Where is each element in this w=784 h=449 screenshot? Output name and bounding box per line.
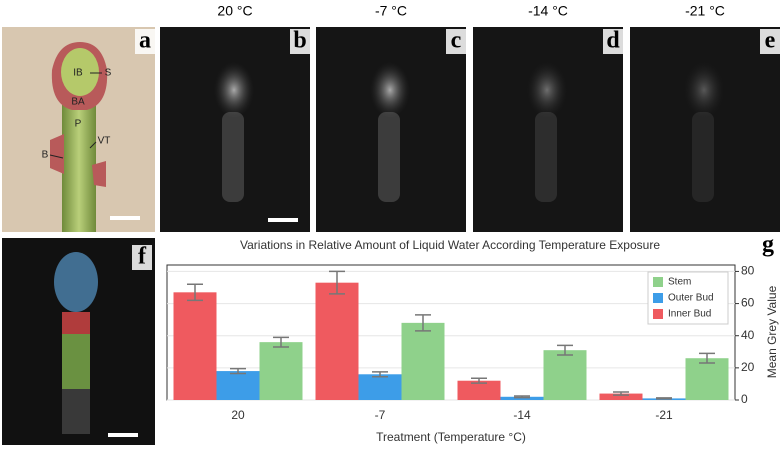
x-tick-label: -7	[375, 408, 386, 422]
x-axis-label: Treatment (Temperature °C)	[376, 430, 526, 444]
bar	[543, 350, 587, 400]
error-bar	[557, 344, 573, 356]
panel-letter: b	[293, 28, 306, 54]
panel-letter: d	[606, 28, 620, 54]
error-bar	[656, 397, 672, 400]
temperature-label: -7 °C	[375, 3, 407, 19]
chart-title: Variations in Relative Amount of Liquid …	[240, 238, 660, 252]
temperature-label: 20 °C	[217, 3, 252, 19]
y-tick-label: 40	[741, 328, 755, 342]
temperature-label: -14 °C	[528, 3, 568, 19]
bar	[599, 393, 643, 400]
bar	[401, 322, 445, 400]
glow	[370, 62, 410, 118]
anatomy-label: BA	[71, 97, 85, 108]
photo	[630, 27, 780, 232]
error-bar	[514, 395, 530, 399]
bar	[358, 374, 402, 400]
letter-bg	[132, 245, 152, 270]
bar	[173, 292, 217, 400]
legend-swatch	[653, 309, 663, 319]
bar	[500, 396, 544, 400]
error-bar	[187, 283, 203, 302]
error-bar	[230, 367, 246, 375]
scale-bar	[268, 218, 298, 222]
letter-bg	[760, 29, 780, 54]
photo	[316, 27, 466, 232]
panel-letter: g	[762, 232, 774, 258]
photo-a	[2, 27, 155, 232]
letter-bg	[135, 29, 155, 54]
bar	[259, 342, 303, 400]
panel-letter: a	[139, 28, 151, 54]
photo	[160, 27, 310, 232]
photo-f	[2, 238, 155, 445]
legend-swatch	[653, 277, 663, 287]
y-tick-label: 60	[741, 296, 755, 310]
x-tick-label: -21	[655, 408, 673, 422]
legend-label: Outer Bud	[668, 293, 714, 304]
y-tick-label: 20	[741, 360, 755, 374]
bar	[216, 371, 260, 400]
panel-letter: e	[765, 28, 776, 54]
y-tick-label: 0	[741, 392, 748, 406]
glow	[214, 62, 254, 118]
temperature-label: -21 °C	[685, 3, 725, 19]
error-bar	[415, 314, 431, 332]
anatomy-label: VT	[98, 136, 111, 147]
x-tick-label: -14	[513, 408, 531, 422]
panel-letter: f	[138, 244, 147, 270]
bar	[685, 358, 729, 400]
x-tick-label: 20	[231, 408, 245, 422]
glow	[684, 62, 724, 118]
letter-bg	[446, 29, 466, 54]
letter-bg	[290, 29, 310, 54]
error-bar	[329, 270, 345, 295]
bar	[457, 380, 501, 400]
y-axis-label: Mean Grey Value	[765, 285, 779, 378]
glow	[222, 112, 244, 202]
y-tick-label: 80	[741, 264, 755, 278]
legend-label: Stem	[668, 277, 691, 288]
pointer	[89, 141, 97, 149]
legend-label: Inner Bud	[668, 309, 711, 320]
error-bar	[372, 371, 388, 378]
glow	[535, 112, 557, 202]
bar	[315, 282, 359, 400]
legend-swatch	[653, 293, 663, 303]
letter-bg	[603, 29, 623, 54]
anatomy-label: S	[105, 68, 112, 79]
glow	[692, 112, 714, 202]
glow	[378, 112, 400, 202]
error-bar	[273, 336, 289, 348]
anatomy-label: P	[75, 119, 82, 130]
photo	[473, 27, 623, 232]
panel-letter: c	[451, 28, 462, 54]
anatomy-label: B	[42, 150, 49, 161]
anatomy-label: IB	[73, 68, 83, 79]
error-bar	[699, 352, 715, 364]
pointer	[49, 154, 64, 159]
error-bar	[471, 377, 487, 384]
error-bar	[613, 391, 629, 396]
glow	[527, 62, 567, 118]
